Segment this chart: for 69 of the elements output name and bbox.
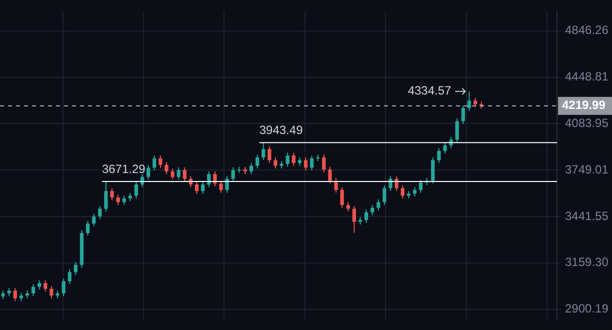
candlestick [98,206,102,220]
candlestick [286,152,290,168]
candlestick [394,176,398,192]
candlestick [249,162,254,175]
candlestick [158,155,162,168]
candlestick [292,152,296,166]
ref-line-label: 4219.99 [562,98,606,112]
y-tick-label: 4083.95 [565,116,609,130]
candlestick [388,176,392,192]
y-tick-label: 2900.19 [565,302,609,316]
candlestick [322,154,326,173]
candlestick [176,166,180,180]
candlestick [346,202,350,212]
candlestick [92,213,96,227]
candlestick [68,268,72,284]
candlestick [328,166,332,184]
candlestick [370,204,374,216]
candlestick [461,104,465,124]
candlestick [31,284,36,297]
candlestick [225,176,229,194]
candlestick [455,118,459,143]
y-tick-label: 4846.26 [565,23,609,38]
candlestick [382,185,386,206]
candlestick [352,206,356,234]
candlestick [467,90,472,112]
y-tick-label: 3441.55 [565,208,609,223]
candlestick [110,188,114,201]
candlestick [164,162,168,175]
candlestick [231,166,235,182]
annotation: 4334.57 [408,84,452,98]
candlestick [104,180,108,212]
candlestick [13,287,17,302]
candlestick [268,146,272,164]
candlestick [86,220,90,236]
candlestick [274,157,278,169]
candlestick [116,194,120,206]
candlestick [146,164,150,180]
candlestick [304,157,308,171]
candlestick [443,142,447,154]
candlestick [44,280,48,292]
y-tick-label: 4448.81 [565,70,609,84]
candlestick [473,97,478,108]
candlestick [340,186,344,208]
candlestick [50,286,54,299]
candlestick [219,180,223,194]
candlestick [262,142,266,161]
candlestick [364,209,368,224]
candlestick [334,178,338,194]
candlestick [122,195,126,206]
candlestick [74,262,78,276]
candlestick [182,166,186,182]
candlestick [201,181,205,194]
candlestick [194,181,199,194]
candlestick [134,181,138,199]
candlestick [437,148,441,164]
ref-line-label: 3943.49 [259,122,304,137]
candlestick [376,198,380,211]
candlestick [418,179,423,194]
candlestick [255,154,260,169]
candlestick [62,278,66,297]
candlestick [431,157,435,184]
candlestick [400,185,404,199]
candlestick [170,168,174,180]
ref-line-label: 3671.29 [102,162,146,176]
candlestick [38,280,42,290]
candlestick [310,155,314,171]
y-tick-label: 3749.01 [565,162,609,176]
y-tick-label: 3159.30 [565,255,609,270]
candlestick [152,155,156,171]
